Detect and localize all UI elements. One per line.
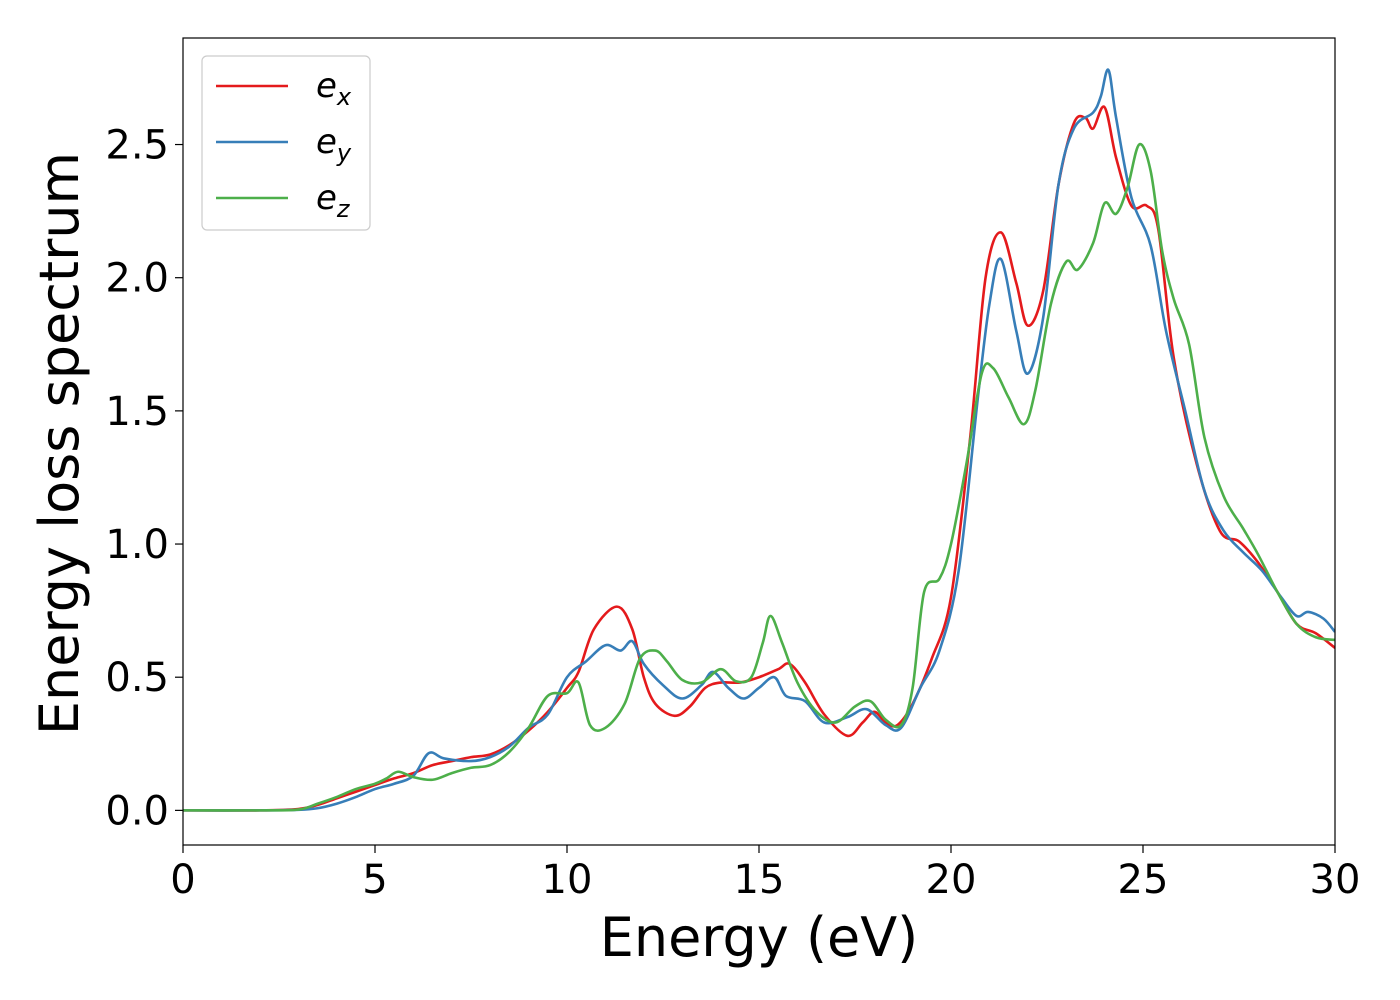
x-tick-label: 30	[1310, 857, 1361, 903]
legend-label-ex: ex	[316, 66, 352, 111]
y-tick-label: 2.0	[105, 256, 169, 302]
y-tick-label: 2.5	[105, 123, 169, 169]
x-axis-title: Energy (eV)	[600, 906, 919, 969]
x-tick-label: 10	[542, 857, 593, 903]
legend-label-ez: ez	[316, 178, 351, 223]
y-tick-label: 0.5	[105, 655, 169, 701]
x-tick-label: 20	[926, 857, 977, 903]
x-tick-label: 15	[734, 857, 785, 903]
series-line-ex	[183, 105, 1335, 812]
legend-label-ey: ey	[316, 122, 352, 167]
y-axis-title: Energy loss spectrum	[28, 152, 91, 735]
legend: ex ey ez	[201, 55, 371, 231]
plot-lines	[183, 68, 1335, 812]
y-tick-label: 1.0	[105, 522, 169, 568]
x-tick-label: 5	[362, 857, 387, 903]
y-axis: 0.0 0.5 1.0 1.5 2.0 2.5	[105, 123, 183, 834]
x-tick-label: 0	[170, 857, 195, 903]
series-line-ez	[183, 142, 1335, 812]
y-tick-label: 1.5	[105, 389, 169, 435]
series-line-ey	[183, 68, 1335, 812]
x-tick-label: 25	[1118, 857, 1169, 903]
y-tick-label: 0.0	[105, 788, 169, 834]
x-axis: 0 5 10 15 20 25 30	[170, 845, 1360, 903]
